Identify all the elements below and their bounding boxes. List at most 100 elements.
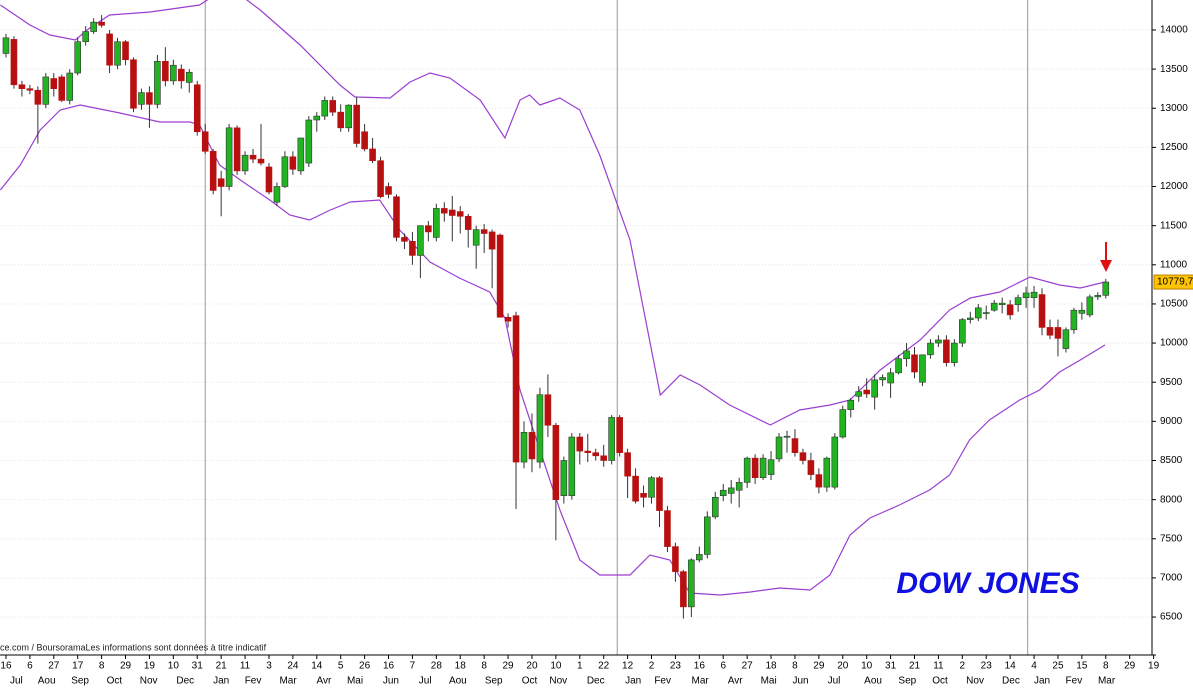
x-tick-label: 22 (598, 661, 610, 672)
x-tick-label: 1 (577, 661, 583, 672)
candle-body (951, 342, 958, 363)
y-tick-label: 14000 (1160, 25, 1188, 36)
candle-body (1014, 297, 1022, 306)
candle-body (711, 496, 719, 518)
candle-body (369, 148, 376, 161)
candle-body (927, 342, 934, 356)
candle-body (592, 452, 600, 457)
x-tick-label: 8 (99, 661, 105, 672)
y-tick-label: 9000 (1160, 416, 1183, 427)
y-tick-label: 12500 (1160, 142, 1188, 153)
candle-body (249, 154, 257, 160)
y-tick-label: 10500 (1160, 299, 1188, 310)
month-label: Sep (71, 676, 89, 687)
candle-body (608, 417, 615, 461)
last-price-box (1153, 274, 1193, 290)
month-label: Jan (1034, 676, 1050, 687)
candle-body (217, 178, 225, 187)
candle-body (321, 100, 329, 117)
candle-body (377, 160, 384, 198)
candle-body (82, 31, 89, 43)
candle-body (401, 237, 408, 242)
candle-body (146, 92, 153, 105)
x-tick-label: 6 (720, 661, 726, 672)
month-label: Avr (317, 676, 332, 687)
candle-body (552, 424, 560, 500)
candle-body (496, 234, 504, 318)
candle-body (624, 452, 631, 477)
month-label: Oct (107, 676, 123, 687)
candle-body (688, 559, 695, 608)
candle-body (170, 64, 177, 82)
arrow (1100, 242, 1112, 272)
month-label: Jan (213, 676, 229, 687)
candle-body (50, 78, 58, 89)
candle-body (1022, 292, 1030, 298)
x-tick-label: 4 (1031, 661, 1037, 672)
x-tick-label: 16 (694, 661, 706, 672)
month-label: Aou (38, 676, 56, 687)
last-price-label: 10779,7 (1157, 277, 1193, 288)
month-label: Nov (966, 676, 984, 687)
candle-body (185, 71, 193, 83)
x-tick-label: 2 (649, 661, 655, 672)
x-tick-label: 5 (338, 661, 344, 672)
candle-body (967, 317, 974, 320)
x-tick-label: 21 (216, 661, 228, 672)
candle-body (114, 41, 121, 66)
candle-body (353, 104, 360, 144)
x-tick-label: 28 (431, 661, 443, 672)
candle-body (536, 394, 544, 463)
candle-body (74, 41, 81, 74)
month-label: Sep (485, 676, 503, 687)
y-tick-label: 13000 (1160, 103, 1188, 114)
candle-body (767, 459, 775, 475)
candle-body (648, 477, 655, 498)
candle-body (680, 571, 687, 608)
candle-body (544, 394, 552, 426)
candle-body (122, 41, 129, 61)
candle-body (847, 399, 855, 410)
month-label: Jun (383, 676, 399, 687)
y-tick-label: 6500 (1160, 612, 1183, 623)
candle-body (257, 158, 265, 164)
candle-body (58, 76, 66, 101)
candle-body (241, 154, 249, 172)
candle-body (512, 315, 520, 463)
candle-body (90, 21, 97, 32)
candle-body (106, 33, 113, 66)
candle-body (297, 137, 305, 172)
candle-body (393, 196, 400, 238)
candle-body (488, 231, 496, 250)
x-tick-label: 29 (813, 661, 825, 672)
candle-body (775, 436, 783, 460)
x-tick-label: 29 (502, 661, 514, 672)
x-tick-label: 10 (168, 661, 180, 672)
candle-body (138, 92, 145, 105)
candle-body (879, 377, 886, 381)
month-label: Aou (864, 676, 882, 687)
x-tick-label: 31 (192, 661, 204, 672)
x-tick-label: 14 (311, 661, 323, 672)
month-label: Jan (625, 676, 641, 687)
candle-body (632, 475, 639, 502)
candle-body (448, 209, 456, 216)
x-tick-label: 19 (144, 661, 156, 672)
month-label: Jul (10, 676, 23, 687)
candle-body (385, 186, 392, 195)
x-tick-label: 16 (383, 661, 395, 672)
candle-body (34, 89, 42, 105)
x-tick-label: 11 (240, 661, 251, 672)
month-label: Nov (140, 676, 158, 687)
x-tick-label: 29 (1124, 661, 1136, 672)
candle-body (656, 477, 663, 511)
candle-body (751, 457, 759, 479)
candle-body (225, 127, 233, 187)
month-label: Fev (654, 676, 671, 687)
x-tick-label: 10 (550, 661, 562, 672)
candle-body (727, 487, 735, 494)
candle-body (1102, 281, 1110, 296)
candle-body (855, 391, 863, 397)
